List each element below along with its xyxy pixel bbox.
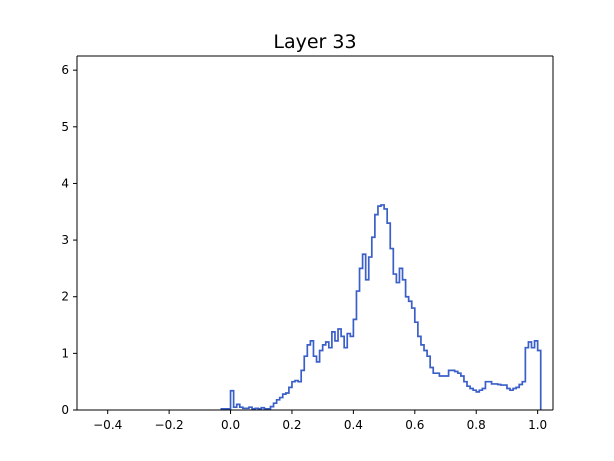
series-line-0	[220, 204, 542, 410]
x-tick-label: −0.4	[93, 418, 122, 432]
x-tick-label: 0.2	[282, 418, 301, 432]
x-tick-label: 0.6	[405, 418, 424, 432]
axes-layer: −0.4 −0.2 0.0 0.2 0.4 0.6 0.8 1.0 0 1 2 3 4 5 6	[61, 55, 554, 432]
y-tick-label: 2	[61, 290, 69, 304]
x-tick-label: −0.2	[155, 418, 184, 432]
chart-title: Layer 33	[273, 31, 356, 53]
x-tick-label: 0.0	[221, 418, 240, 432]
x-tick-label: 0.8	[467, 418, 486, 432]
x-tick-label: 0.4	[344, 418, 363, 432]
y-tick-label: 1	[61, 346, 69, 360]
y-tick-label: 0	[61, 403, 69, 417]
y-tick-label: 6	[61, 63, 69, 77]
y-tick-label: 3	[61, 233, 69, 247]
plot-layer	[220, 204, 542, 410]
y-tick-label: 5	[61, 120, 69, 134]
y-tick-label: 4	[61, 176, 69, 190]
x-tick-label: 1.0	[528, 418, 547, 432]
